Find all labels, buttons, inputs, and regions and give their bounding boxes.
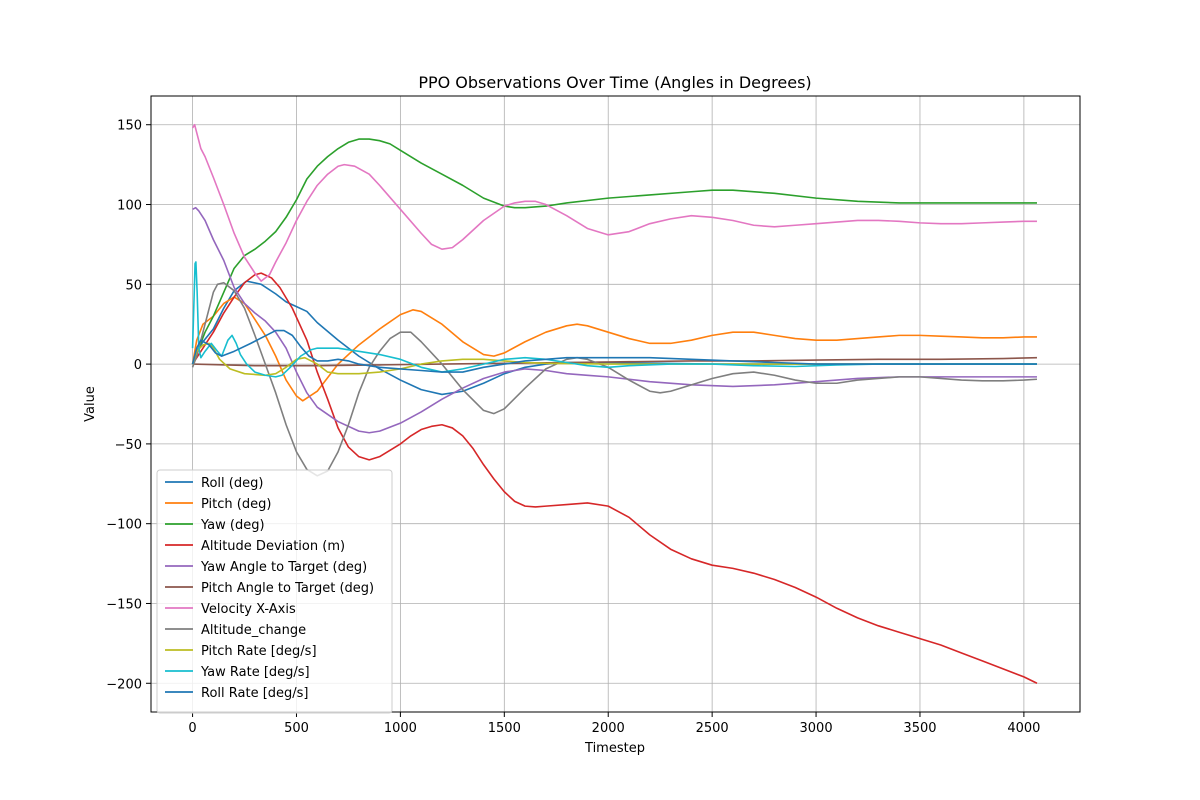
series-line-pitch-angle-to-target-deg <box>192 356 1037 367</box>
y-tick-label: 50 <box>125 278 142 293</box>
legend-entry: Pitch Angle to Target (deg) <box>201 581 374 596</box>
x-tick-label: 3500 <box>903 721 936 736</box>
legend-entry: Pitch (deg) <box>201 497 271 512</box>
series-line-yaw-deg <box>191 138 1037 365</box>
legend-entry: Velocity X-Axis <box>201 602 296 617</box>
y-tick-label: 100 <box>117 199 142 214</box>
legend-entry: Altitude Deviation (m) <box>201 539 345 554</box>
series-line-altitude-deviation-m <box>191 272 1038 684</box>
x-tick-label: 2500 <box>696 721 729 736</box>
legend-entry: Roll Rate [deg/s] <box>201 686 309 701</box>
x-tick-label: 0 <box>188 721 196 736</box>
x-tick-label: 500 <box>284 721 309 736</box>
x-tick-label: 1000 <box>384 721 417 736</box>
legend: Roll (deg) Pitch (deg) Yaw (deg) Altitude D… <box>156 469 393 714</box>
plot-area: 0 500 1000 1500 2000 2500 3000 3500 4000−200−150… <box>106 95 1081 736</box>
y-tick-label: 150 <box>117 119 142 134</box>
y-tick-label: 0 <box>134 358 142 373</box>
series-line-roll-rate-deg-s <box>191 329 1037 373</box>
y-tick-label: −100 <box>106 518 142 533</box>
y-tick-label: −50 <box>115 438 142 453</box>
x-tick-label: 4000 <box>1007 721 1040 736</box>
series-line-yaw-rate-deg-s <box>191 261 1037 378</box>
x-tick-label: 1500 <box>488 721 521 736</box>
legend-box <box>156 469 393 714</box>
axes-frame <box>150 95 1081 713</box>
series-line-altitude-change <box>191 281 1038 477</box>
x-tick-label: 2000 <box>592 721 625 736</box>
legend-entry: Yaw Rate [deg/s] <box>200 665 310 680</box>
chart-title: PPO Observations Over Time (Angles in De… <box>418 73 811 92</box>
legend-entry: Roll (deg) <box>201 476 263 491</box>
x-axis-label: Timestep <box>584 741 645 756</box>
legend-entry: Pitch Rate [deg/s] <box>201 644 317 659</box>
x-tick-label: 3000 <box>800 721 833 736</box>
y-axis-label: Value <box>83 386 98 422</box>
y-tick-label: −150 <box>106 597 142 612</box>
series-line-yaw-angle-to-target-deg <box>192 206 1037 434</box>
y-tick-label: −200 <box>106 677 142 692</box>
series-line-pitch-rate-deg-s <box>191 342 1037 377</box>
legend-entry: Yaw (deg) <box>200 518 265 533</box>
legend-entry: Altitude_change <box>201 623 306 638</box>
legend-entry: Yaw Angle to Target (deg) <box>200 560 367 575</box>
series-line-velocity-x-axis <box>191 123 1037 282</box>
series-line-pitch-deg <box>191 296 1037 402</box>
